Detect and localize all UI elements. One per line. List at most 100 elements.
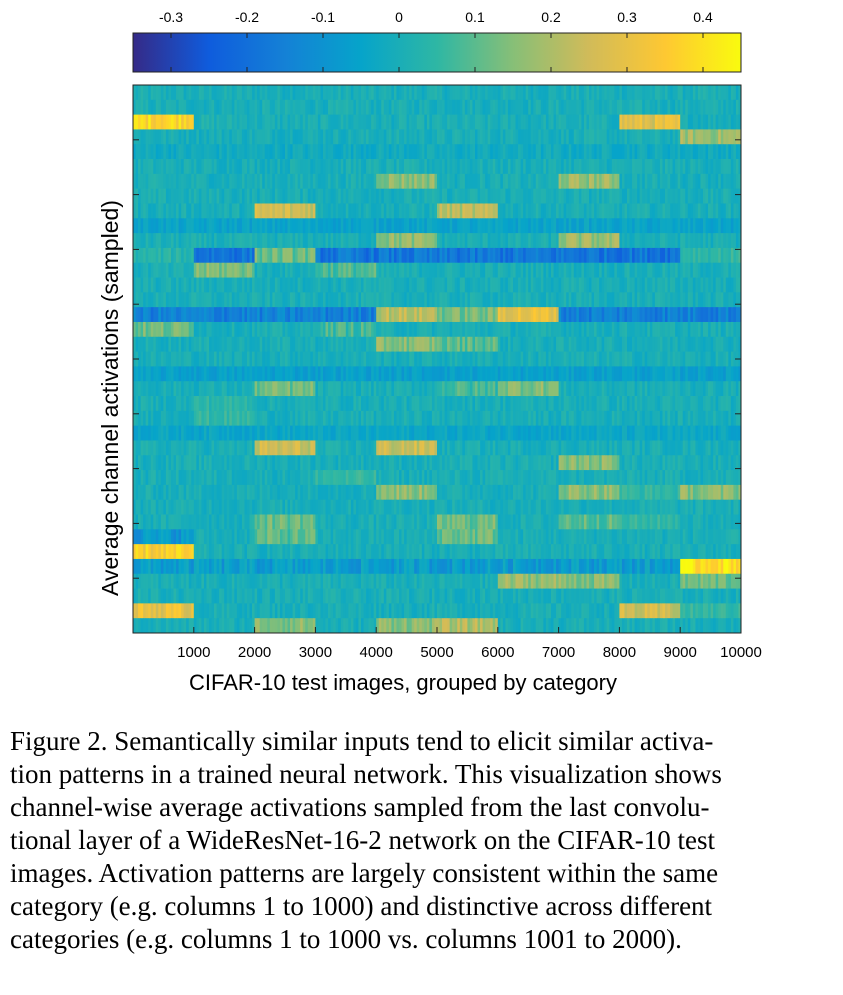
- heatmap-stripe: [675, 233, 679, 249]
- heatmap-stripe: [368, 307, 372, 323]
- heatmap-stripe: [257, 173, 261, 190]
- heatmap-stripe: [328, 233, 331, 249]
- heatmap-stripe: [510, 233, 514, 249]
- heatmap-stripe: [601, 218, 605, 234]
- heatmap-stripe: [705, 159, 709, 175]
- heatmap-stripe: [355, 218, 359, 234]
- heatmap-stripe: [492, 351, 496, 367]
- heatmap-stripe: [315, 336, 319, 352]
- heatmap-stripe: [619, 144, 623, 160]
- heatmap-cell: [254, 366, 316, 382]
- heatmap-stripe: [632, 351, 635, 367]
- heatmap-stripe: [614, 114, 618, 130]
- heatmap-stripe: [708, 321, 711, 338]
- heatmap-stripe: [224, 262, 228, 278]
- heatmap-stripe: [670, 203, 673, 219]
- heatmap-stripe: [401, 85, 405, 101]
- heatmap-stripe: [682, 203, 686, 219]
- heatmap-stripe: [269, 277, 273, 293]
- heatmap-stripe: [505, 218, 509, 234]
- heatmap-stripe: [507, 218, 511, 234]
- heatmap-stripe: [634, 218, 638, 234]
- heatmap-stripe: [642, 114, 646, 130]
- heatmap-stripe: [310, 144, 314, 160]
- heatmap-stripe: [469, 366, 473, 382]
- heatmap-stripe: [632, 321, 635, 338]
- heatmap-stripe: [153, 233, 157, 249]
- heatmap-stripe: [229, 277, 233, 293]
- heatmap-stripe: [406, 85, 410, 101]
- heatmap-stripe: [272, 129, 276, 145]
- heatmap-stripe: [599, 292, 603, 308]
- heatmap-stripe: [231, 233, 235, 249]
- heatmap-stripe: [725, 85, 729, 101]
- heatmap-stripe: [469, 351, 473, 367]
- heatmap-stripe: [591, 292, 595, 308]
- heatmap-stripe: [439, 129, 443, 145]
- heatmap-stripe: [409, 277, 413, 293]
- heatmap-stripe: [399, 129, 402, 145]
- heatmap-stripe: [675, 114, 679, 130]
- heatmap-stripe: [637, 247, 641, 264]
- heatmap-stripe: [371, 85, 375, 101]
- heatmap-stripe: [323, 114, 326, 130]
- heatmap-stripe: [728, 351, 732, 367]
- heatmap-stripe: [350, 307, 354, 323]
- heatmap-stripe: [277, 366, 281, 382]
- heatmap-stripe: [371, 292, 375, 308]
- heatmap-stripe: [464, 307, 468, 323]
- heatmap-stripe: [672, 99, 676, 116]
- heatmap-stripe: [728, 159, 732, 175]
- heatmap-stripe: [206, 277, 210, 293]
- heatmap-stripe: [649, 292, 653, 308]
- heatmap-stripe: [226, 129, 230, 145]
- heatmap-stripe: [464, 262, 468, 278]
- heatmap-stripe: [444, 292, 448, 308]
- heatmap-stripe: [236, 307, 240, 323]
- heatmap-stripe: [576, 336, 580, 352]
- heatmap-cell: [558, 351, 620, 367]
- heatmap-stripe: [206, 159, 210, 175]
- heatmap-stripe: [621, 321, 625, 338]
- heatmap-stripe: [548, 85, 552, 101]
- heatmap-stripe: [406, 307, 410, 323]
- heatmap-stripe: [611, 173, 615, 190]
- heatmap-stripe: [591, 114, 595, 130]
- heatmap-stripe: [510, 203, 514, 219]
- heatmap-stripe: [361, 262, 364, 278]
- heatmap-stripe: [505, 159, 509, 175]
- heatmap-stripe: [391, 144, 395, 160]
- heatmap-stripe: [507, 307, 511, 323]
- heatmap-stripe: [507, 336, 511, 352]
- heatmap-stripe: [703, 85, 706, 101]
- heatmap-stripe: [226, 292, 230, 308]
- heatmap-stripe: [221, 321, 225, 338]
- heatmap-stripe: [573, 321, 577, 338]
- heatmap-cell: [133, 351, 195, 367]
- heatmap-stripe: [353, 336, 357, 352]
- heatmap-stripe: [249, 307, 253, 323]
- heatmap-stripe: [457, 144, 461, 160]
- heatmap-stripe: [221, 173, 225, 190]
- heatmap-stripe: [700, 99, 704, 116]
- heatmap-stripe: [302, 85, 306, 101]
- heatmap-stripe: [487, 366, 491, 382]
- heatmap-stripe: [682, 85, 686, 101]
- heatmap-stripe: [315, 129, 319, 145]
- heatmap-stripe: [244, 188, 248, 204]
- heatmap-stripe: [361, 159, 364, 175]
- heatmap-cell: [133, 85, 195, 101]
- heatmap-stripe: [244, 114, 248, 130]
- heatmap-stripe: [449, 173, 453, 190]
- heatmap-stripe: [300, 307, 304, 323]
- heatmap-stripe: [576, 277, 580, 293]
- heatmap-stripe: [388, 85, 392, 101]
- heatmap-stripe: [247, 129, 250, 145]
- heatmap-stripe: [226, 114, 230, 130]
- heatmap-stripe: [399, 159, 402, 175]
- heatmap-stripe: [487, 262, 491, 278]
- heatmap-stripe: [571, 336, 575, 352]
- heatmap-stripe: [619, 99, 623, 116]
- heatmap-cell: [254, 114, 316, 130]
- heatmap-stripe: [201, 247, 205, 264]
